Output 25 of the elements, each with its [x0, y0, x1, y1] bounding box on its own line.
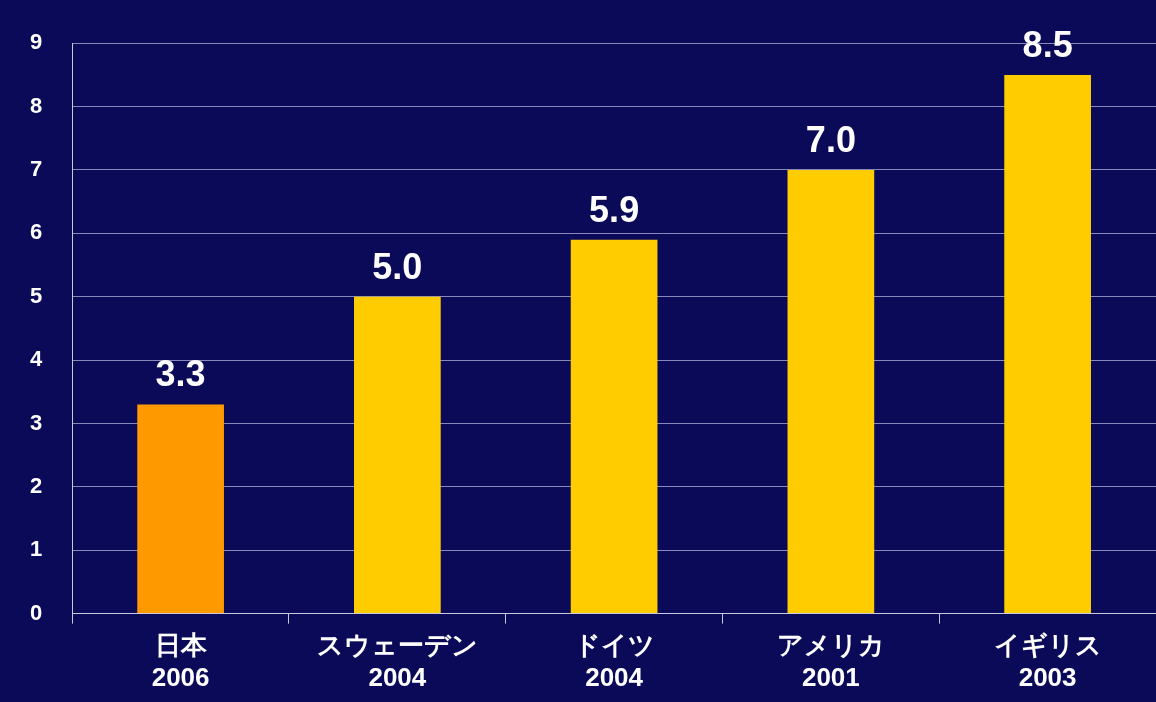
bar: [137, 404, 224, 614]
y-tick-label: 0: [29, 599, 43, 625]
y-tick-label: 5: [29, 282, 43, 308]
y-tick-label: 3: [29, 409, 43, 435]
data-label: 3.3: [155, 353, 206, 395]
data-label: 5.0: [372, 245, 423, 287]
y-tick-label: 1: [29, 536, 43, 562]
x-tick-label: アメリカ 2001: [776, 630, 885, 692]
data-label: 8.5: [1022, 23, 1073, 65]
y-tick-label: 8: [29, 92, 43, 118]
x-tick-label: ドイツ 2004: [573, 630, 655, 692]
y-tick-label: 7: [29, 156, 43, 182]
y-tick-label: 2: [29, 472, 43, 498]
bar: [570, 239, 658, 614]
data-label: 7.0: [805, 118, 856, 160]
y-tick-label: 9: [29, 29, 43, 55]
data-label: 5.9: [589, 188, 640, 230]
x-tick-label: スウェーデン 2004: [316, 630, 478, 692]
bar: [787, 169, 875, 614]
x-tick-label: 日本 2006: [151, 630, 210, 692]
y-tick-label: 6: [29, 219, 43, 245]
bar: [354, 296, 441, 614]
y-tick-label: 4: [29, 346, 43, 372]
bar: [1004, 74, 1091, 614]
x-tick-label: イギリス 2003: [993, 630, 1102, 692]
